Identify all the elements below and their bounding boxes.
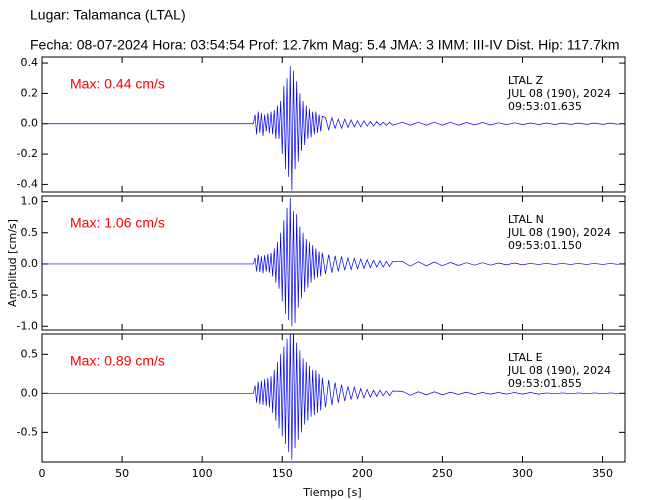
panel-frame (41, 195, 626, 331)
panel-frame (41, 56, 626, 193)
panel-frame (41, 333, 626, 463)
max-amplitude: Max: 1.06 cm/s (70, 215, 165, 231)
max-amplitude: Max: 0.44 cm/s (70, 76, 165, 92)
y-axis-label: Amplitud [cm/s] (6, 219, 19, 307)
y-tick-label: -0.2 (17, 147, 38, 160)
station-info: JUL 08 (190), 2024 (507, 87, 611, 100)
x-tick-label: 350 (592, 467, 613, 480)
page-title: Lugar: Talamanca (LTAL) (30, 7, 186, 23)
x-tick-label: 150 (272, 467, 293, 480)
event-info: Fecha: 08-07-2024 Hora: 03:54:54 Prof: 1… (30, 37, 620, 53)
y-tick-label: 1.0 (21, 195, 39, 208)
x-tick-label: 300 (512, 467, 533, 480)
y-tick-label: -0.5 (17, 425, 38, 438)
seismogram-panel: -0.4 -0.2 0.0 0.2 0.4 Max: 0.44 cm/s LTAL ZJUL… (17, 56, 626, 193)
y-tick-label: 0.5 (21, 347, 39, 360)
seismogram-panel: -0.5 0.0 0.5 0 50 100 150 200 250 300 350 Max: 0.89… (17, 333, 626, 499)
waveform (42, 334, 619, 460)
station-info: 09:53:01.855 (508, 377, 582, 390)
station-info: LTAL N (508, 213, 544, 226)
y-tick-label: 0.2 (21, 86, 39, 99)
station-info: JUL 08 (190), 2024 (507, 364, 611, 377)
y-tick-label: 0.0 (21, 386, 39, 399)
station-info: LTAL E (508, 351, 543, 364)
waveform (42, 197, 619, 327)
y-tick-label: -0.4 (17, 177, 38, 190)
y-tick-label: -1.0 (17, 319, 38, 332)
x-tick-label: 200 (352, 467, 373, 480)
max-amplitude: Max: 0.89 cm/s (70, 353, 165, 369)
y-tick-label: 0.4 (21, 56, 39, 69)
y-tick-label: 0.5 (21, 226, 39, 239)
station-info: LTAL Z (508, 74, 544, 87)
station-info: 09:53:01.635 (508, 100, 582, 113)
x-tick-label: 100 (192, 467, 213, 480)
waveform (42, 66, 619, 191)
y-tick-label: 0.0 (21, 257, 39, 270)
station-info: 09:53:01.150 (508, 239, 582, 252)
x-tick-label: 250 (432, 467, 453, 480)
station-info: JUL 08 (190), 2024 (507, 226, 611, 239)
x-tick-label: 50 (115, 467, 129, 480)
y-tick-label: 0.0 (21, 117, 39, 130)
y-tick-label: -0.5 (17, 288, 38, 301)
seismogram-panel: -1.0 -0.5 0.0 0.5 1.0 Max: 1.06 cm/s LTAL NJUL… (6, 195, 626, 332)
x-axis-label: Tiempo [s] (302, 486, 361, 499)
x-tick-label: 0 (39, 467, 46, 480)
